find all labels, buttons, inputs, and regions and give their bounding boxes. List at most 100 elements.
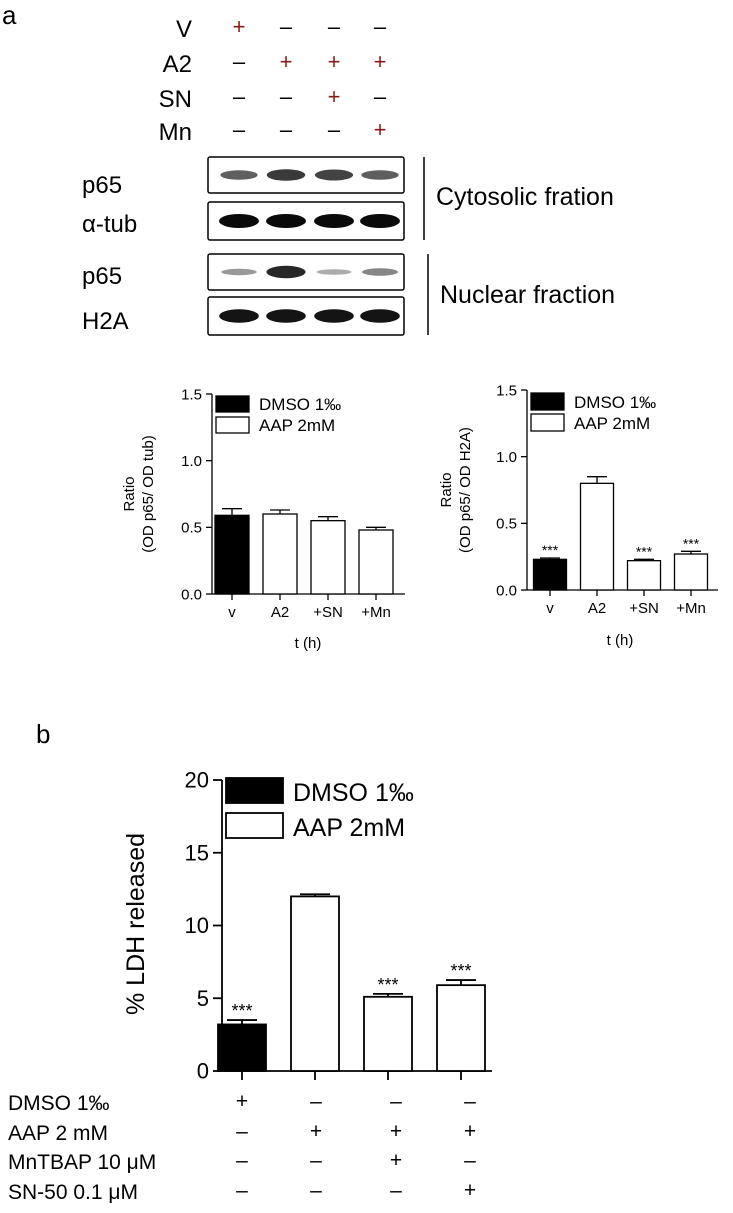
condition-sign: – (233, 117, 246, 142)
significance-marker: *** (636, 543, 653, 559)
condition-sign: + (280, 49, 293, 74)
treatment-sign: – (236, 1120, 248, 1143)
legend-label-aap: AAP 2mM (574, 414, 650, 433)
y-tick-label: 0.5 (496, 516, 517, 533)
y-axis-label: % LDH released (122, 833, 150, 1015)
significance-marker: *** (231, 1001, 252, 1021)
bar-aap (363, 995, 413, 1072)
condition-sign: + (233, 14, 246, 39)
y-tick-label: 20 (185, 768, 209, 793)
bar-aap (626, 560, 662, 591)
legend-swatch-dmso (215, 395, 250, 413)
legend-label-dmso: DMSO 1‰ (574, 393, 656, 412)
condition-sign: – (374, 84, 387, 109)
blot-label: H2A (82, 308, 129, 335)
treatment-label: MnTBAP 10 μM (8, 1151, 156, 1174)
x-tick-label: +Mn (361, 604, 391, 621)
y-axis-label: (OD p65/ OD H2A) (457, 427, 474, 553)
y-tick-label: 0 (197, 1059, 209, 1084)
y-tick-label: 0.0 (496, 582, 517, 599)
treatment-sign: + (236, 1090, 248, 1113)
significance-marker: *** (377, 975, 398, 995)
y-axis-label: Ratio (438, 472, 455, 507)
blot-band (361, 170, 399, 180)
x-tick-label: +SN (313, 604, 343, 621)
treatment-label: DMSO 1‰ (8, 1092, 110, 1115)
condition-label-sn: SN (159, 86, 192, 113)
condition-sign: – (328, 14, 341, 39)
panel-a-condition-table: V + – – – A2 – + + + SN – – + – Mn – – – + (159, 14, 387, 146)
blot-band (219, 309, 259, 323)
blot-band (220, 170, 258, 180)
condition-sign: – (374, 14, 387, 39)
bar-aap (358, 529, 394, 595)
x-tick-label: +SN (629, 600, 659, 617)
condition-sign: – (233, 84, 246, 109)
y-tick-label: 1.5 (496, 382, 517, 399)
nuclear-fraction-label: Nuclear fraction (440, 281, 615, 309)
x-tick-label: A2 (588, 600, 606, 617)
y-tick-label: 1.0 (181, 453, 202, 470)
blot-band (360, 214, 400, 228)
treatment-sign: + (310, 1120, 322, 1143)
condition-sign: + (374, 117, 387, 142)
x-tick-label: v (228, 604, 236, 621)
cytosolic-fraction-label: Cytosolic fration (436, 183, 614, 211)
y-axis-label: (OD p65/ OD tub) (140, 435, 157, 553)
bar-aap (579, 482, 615, 591)
legend-label-dmso: DMSO 1‰ (259, 395, 341, 414)
panel-b-condition-table: DMSO 1‰ + – – – AAP 2 mM – + + + MnTBAP 10 μM – – + – S… (8, 1090, 476, 1204)
blot-band (266, 309, 306, 323)
treatment-sign: – (310, 1090, 322, 1113)
condition-label-v: V (176, 16, 192, 43)
blot-band (360, 309, 400, 323)
y-axis-label: Ratio (121, 476, 138, 511)
condition-sign: – (280, 14, 293, 39)
bar-dmso (532, 558, 568, 591)
blot-band (314, 169, 354, 181)
condition-sign: – (233, 49, 246, 74)
legend-label-aap: AAP 2mM (293, 814, 405, 842)
legend-swatch-aap (215, 416, 250, 434)
treatment-sign: – (464, 1149, 476, 1172)
y-tick-label: 5 (197, 986, 209, 1011)
condition-label-a2: A2 (163, 51, 192, 78)
y-tick-label: 0.0 (181, 586, 202, 603)
panel-a-label: a (2, 0, 17, 30)
condition-sign: + (328, 49, 341, 74)
condition-sign: – (328, 117, 341, 142)
legend-swatch-dmso (530, 392, 565, 411)
legend-swatch-dmso (225, 777, 284, 804)
blot-band (316, 269, 352, 275)
treatment-label: SN-50 0.1 μM (8, 1181, 138, 1204)
x-axis-label: t (h) (607, 632, 634, 649)
chart-cytosolic-ratio: 0.0 0.5 1.0 1.5 Ratio (OD p65/ OD tub) v A2 +SN +… (121, 386, 405, 652)
blot-label: p65 (82, 172, 122, 199)
y-tick-label: 10 (185, 913, 209, 938)
treatment-sign: – (236, 1149, 248, 1172)
treatment-sign: + (390, 1120, 402, 1143)
legend-swatch-aap (530, 413, 565, 432)
blot-label: α-tub (82, 211, 137, 238)
y-tick-label: 1.0 (496, 449, 517, 466)
blot-strip (207, 253, 405, 291)
blot-band (266, 214, 306, 228)
legend-label-aap: AAP 2mM (259, 416, 335, 435)
blot-band (314, 309, 354, 323)
blot-strip (207, 296, 405, 336)
condition-sign: – (280, 84, 293, 109)
y-tick-label: 1.5 (181, 386, 202, 403)
bar-dmso (217, 1023, 267, 1072)
bar-dmso (214, 514, 250, 595)
chart-nuclear-ratio: 0.0 0.5 1.0 1.5 Ratio (OD p65/ OD H2A) v *** A2 +… (438, 382, 718, 649)
bar-aap (436, 984, 486, 1072)
treatment-sign: – (236, 1179, 248, 1202)
condition-sign: + (328, 84, 341, 109)
treatment-sign: – (390, 1090, 402, 1113)
x-tick-label: A2 (271, 604, 289, 621)
x-axis-label: t (h) (295, 635, 322, 652)
legend-label-dmso: DMSO 1‰ (293, 779, 414, 807)
blot-band (266, 265, 306, 279)
y-tick-label: 15 (185, 840, 209, 865)
